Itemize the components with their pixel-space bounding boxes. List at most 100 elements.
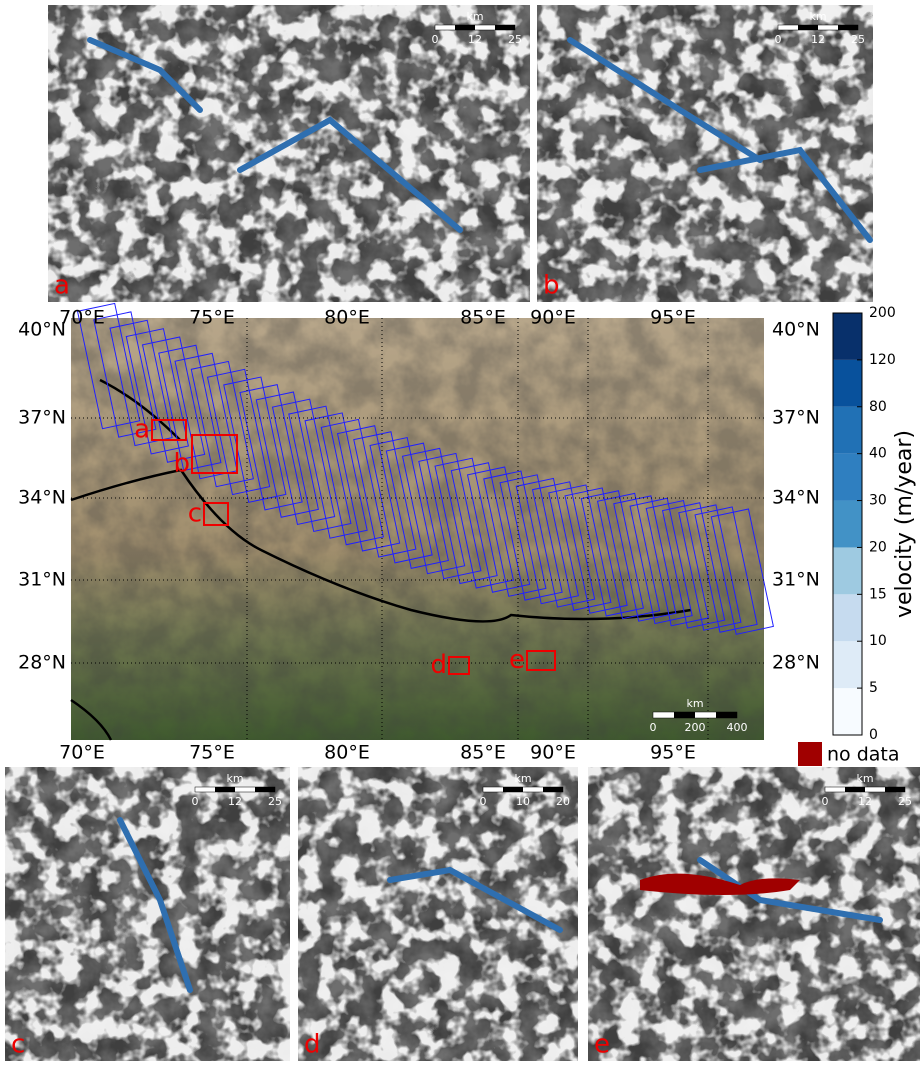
scene-footprint: [645, 499, 709, 627]
scene-footprint: [450, 462, 514, 589]
scene-footprint: [190, 360, 254, 488]
glacier-cover: [48, 5, 530, 302]
scene-footprint: [76, 302, 141, 430]
lon-label: 70°E: [59, 742, 105, 764]
scale-bar-segment: [495, 25, 515, 30]
lat-label: 28°N: [18, 652, 66, 674]
scale-unit: km: [226, 772, 243, 785]
scene-footprint: [629, 497, 693, 625]
scene-footprint: [499, 474, 563, 601]
scene-footprint: [385, 442, 449, 569]
scale-label: 200: [685, 721, 706, 734]
lon-label: 80°E: [324, 742, 370, 764]
border: [70, 378, 692, 741]
scale-unit: km: [514, 772, 531, 785]
scale-label: 25: [508, 33, 522, 46]
colorbar-tick-label: 0: [869, 727, 878, 743]
scale-label: 12: [811, 33, 825, 46]
scale-bar-segment: [255, 787, 275, 792]
panel-letter: a: [54, 271, 70, 301]
scene-footprint: [483, 470, 547, 597]
scale-bar-segment: [885, 787, 905, 792]
inset-panel: a km 0 12 25: [48, 5, 530, 302]
inset-panel: b km 0 12 25: [537, 5, 873, 302]
scale-label: 0: [432, 33, 439, 46]
glacier-flow: [567, 37, 763, 163]
scale-unit: km: [466, 10, 483, 23]
scene-footprint: [418, 452, 482, 580]
glacier-flow: [87, 37, 203, 113]
lat-label: 31°N: [18, 569, 66, 591]
lat-label: 40°N: [18, 319, 66, 341]
glacier-cover: [5, 767, 290, 1061]
colorbar-tick-label: 15: [869, 586, 887, 602]
scale-label: 12: [858, 795, 872, 808]
scale-unit: km: [686, 697, 703, 710]
scale-label: 12: [228, 795, 242, 808]
colorbar-frame: [832, 312, 863, 736]
glacier-flow: [697, 146, 873, 243]
scene-footprint: [255, 391, 319, 518]
scene-footprint: [320, 418, 384, 546]
scene-footprint: [661, 502, 726, 629]
scale-label: 20: [556, 795, 570, 808]
region-box: [203, 502, 229, 526]
scene-footprint: [401, 447, 466, 575]
scene-footprint: [369, 436, 433, 564]
scale-unit: km: [856, 772, 873, 785]
lon-label: 95°E: [650, 742, 696, 764]
scale-bar-segment: [838, 25, 858, 30]
lat-label: 31°N: [772, 569, 820, 591]
panel-letter: c: [11, 1030, 25, 1060]
lon-label: 95°E: [650, 307, 696, 329]
region-label: e: [509, 645, 525, 675]
scene-footprint: [580, 490, 644, 617]
panel-letter: b: [543, 271, 560, 301]
scale-bar-segment: [503, 787, 523, 792]
lat-label: 28°N: [772, 652, 820, 674]
colorbar-tick-label: 10: [869, 633, 887, 649]
lat-label: 34°N: [772, 487, 820, 509]
scale-label: 25: [898, 795, 912, 808]
colorbar-label: velocity (m/year): [892, 430, 917, 618]
glacier-flow: [697, 857, 883, 923]
lon-label: 90°E: [530, 307, 576, 329]
region-label: d: [430, 650, 447, 680]
scene-footprint: [304, 412, 368, 539]
colorbar-tick-label: 5: [869, 680, 878, 696]
lon-label: 80°E: [324, 307, 370, 329]
region-label: c: [188, 499, 202, 529]
scale-label: 400: [727, 721, 748, 734]
scene-footprint: [353, 431, 417, 558]
inset-panel: d km 0 10 20: [298, 767, 578, 1061]
scene-footprint: [466, 466, 531, 593]
lon-label: 75°E: [189, 307, 235, 329]
region-label: a: [134, 415, 150, 445]
scene-footprint: [271, 398, 336, 526]
scene-footprint: [174, 352, 238, 480]
no-data-area: [640, 873, 800, 895]
colorbar-tick-label: 30: [869, 493, 887, 509]
scale-unit: km: [809, 10, 826, 23]
scene-footprint: [694, 506, 758, 633]
region-box: [448, 656, 470, 675]
scene-footprint: [564, 487, 628, 614]
scale-bar-segment: [674, 712, 695, 718]
lon-label: 85°E: [460, 307, 506, 329]
colorbar-bin: [833, 500, 862, 548]
scale-label: 0: [192, 795, 199, 808]
scene-footprint: [125, 328, 189, 455]
scene-footprint: [288, 405, 352, 533]
inset-panel: e km 0 12 25: [588, 767, 920, 1061]
colorbar-bin: [833, 453, 862, 501]
scale-bar-segment: [543, 787, 563, 792]
scale-label: 0: [775, 33, 782, 46]
scene-footprint: [678, 504, 742, 631]
colorbar-bin: [833, 406, 862, 454]
lon-label: 70°E: [59, 307, 105, 329]
colorbar-tick-label: 20: [869, 539, 887, 555]
lon-label: 75°E: [189, 742, 235, 764]
scene-footprint: [548, 484, 612, 611]
scale-label: 0: [480, 795, 487, 808]
colorbar-bin: [833, 359, 862, 407]
